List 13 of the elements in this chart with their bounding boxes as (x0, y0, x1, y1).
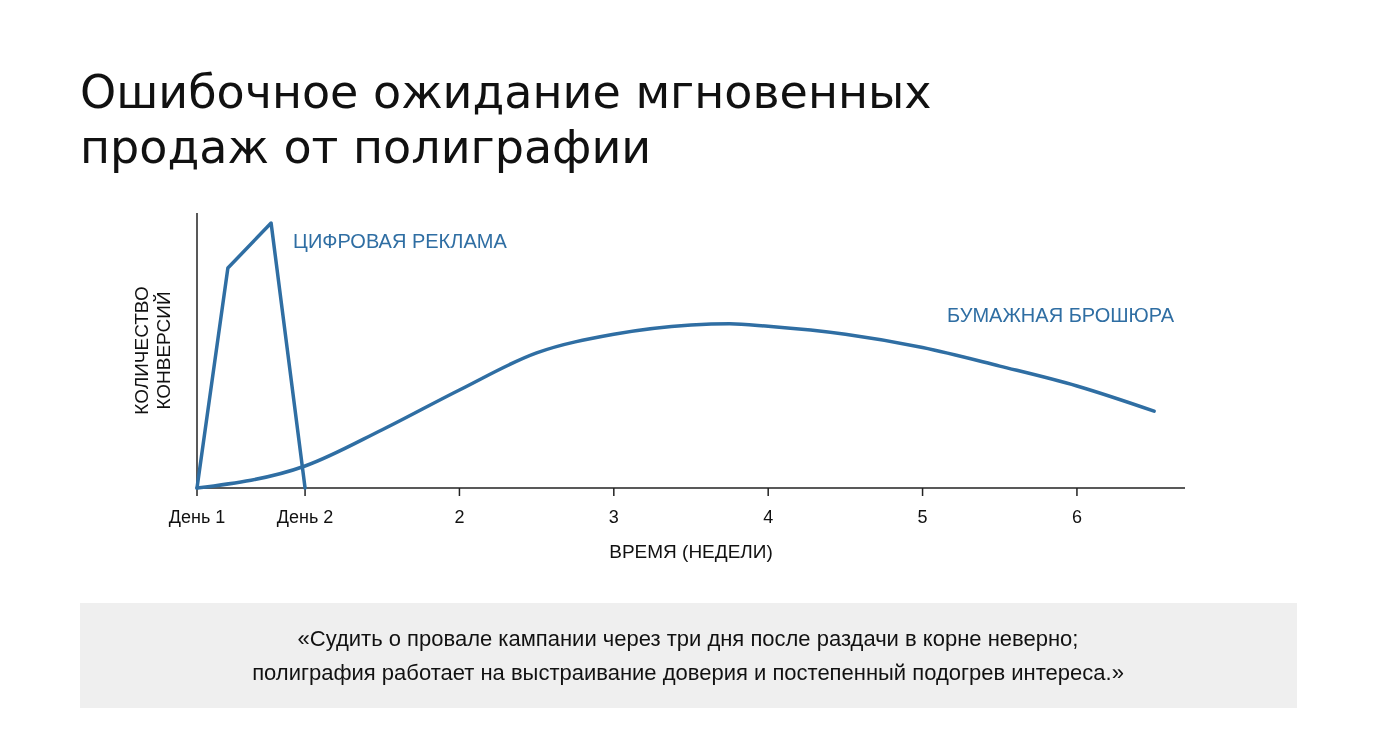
x-tick-label: 5 (917, 507, 928, 527)
x-tick-label: День 1 (168, 507, 226, 527)
x-tick-label: 3 (608, 507, 619, 527)
chart-title: Ошибочное ожидание мгновенных продаж от полиграфии (80, 65, 932, 174)
x-tick-label: 2 (454, 507, 465, 527)
y-axis-title: КОЛИЧЕСТВО КОНВЕРСИЙ (131, 286, 174, 415)
x-tick-label: 6 (1071, 507, 1082, 527)
text: «Судить о провале кампании через три дня после раздачи в корне неверно; полиграфия работает на выстраивание доверия и постепенный подогрев интереса.» (252, 626, 1124, 685)
x-axis-title: ВРЕМЯ (НЕДЕЛИ) (609, 541, 773, 562)
series-label: ЦИФРОВАЯ РЕКЛАМА (293, 230, 508, 252)
x-tick-label: День 2 (276, 507, 334, 527)
x-tick-label: 4 (763, 507, 774, 527)
series-label: БУМАЖНАЯ БРОШЮРА (947, 303, 1175, 326)
